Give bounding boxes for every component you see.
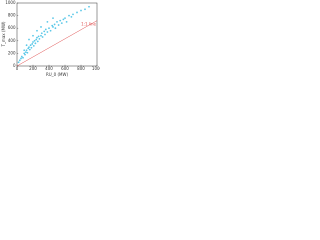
point bbox=[23, 49, 26, 52]
point bbox=[46, 31, 49, 33]
point bbox=[57, 24, 60, 26]
point bbox=[46, 21, 49, 23]
plot-frame bbox=[16, 2, 98, 67]
y-axis-label: T_max (MW) bbox=[1, 21, 6, 47]
point bbox=[59, 19, 62, 22]
point bbox=[34, 42, 37, 45]
x-tick-label: 800 bbox=[77, 66, 85, 71]
point bbox=[60, 22, 63, 25]
point bbox=[28, 48, 31, 51]
point bbox=[52, 26, 54, 28]
line-label: 1:1 line bbox=[81, 22, 96, 27]
point bbox=[41, 36, 44, 38]
point bbox=[38, 38, 41, 40]
point bbox=[32, 34, 34, 37]
reference-line bbox=[16, 20, 98, 67]
point bbox=[32, 41, 34, 43]
y-tick-label: 800 bbox=[8, 13, 16, 18]
y-tick-label: 0 bbox=[13, 63, 16, 68]
point bbox=[84, 8, 86, 11]
point bbox=[53, 23, 56, 26]
point bbox=[35, 38, 38, 41]
x-axis-label: RU_0 (MW) bbox=[46, 72, 68, 77]
y-tick-label: 200 bbox=[8, 50, 16, 55]
point bbox=[31, 43, 34, 45]
point bbox=[20, 57, 22, 60]
point bbox=[25, 44, 28, 47]
point bbox=[28, 46, 30, 48]
point bbox=[17, 61, 20, 64]
point bbox=[88, 5, 90, 8]
y-tick-label: 400 bbox=[8, 38, 16, 43]
point bbox=[20, 55, 23, 58]
point bbox=[22, 56, 24, 59]
point bbox=[65, 21, 68, 23]
point bbox=[43, 30, 46, 33]
point bbox=[40, 34, 42, 37]
point bbox=[72, 13, 74, 16]
point bbox=[30, 46, 33, 49]
point bbox=[80, 9, 82, 12]
point bbox=[44, 28, 47, 31]
point bbox=[40, 32, 43, 35]
point bbox=[44, 33, 46, 36]
y-tick-label: 600 bbox=[8, 25, 16, 30]
point bbox=[36, 29, 38, 32]
point bbox=[49, 29, 52, 32]
point bbox=[54, 27, 57, 30]
x-tick-label: 1000 bbox=[92, 66, 100, 71]
point bbox=[24, 51, 27, 54]
y-tick-label: 1000 bbox=[5, 0, 16, 5]
point bbox=[32, 44, 35, 47]
point bbox=[18, 59, 21, 62]
point bbox=[36, 40, 39, 43]
point bbox=[36, 36, 38, 39]
point bbox=[48, 27, 50, 30]
point bbox=[56, 21, 58, 23]
point bbox=[24, 53, 26, 56]
x-tick-label: 200 bbox=[29, 66, 37, 71]
point bbox=[70, 15, 73, 18]
point bbox=[64, 17, 66, 20]
x-tick-label: 0 bbox=[16, 66, 19, 71]
point bbox=[40, 26, 42, 28]
point bbox=[76, 11, 78, 14]
point bbox=[37, 35, 40, 38]
point bbox=[26, 51, 29, 54]
point bbox=[25, 49, 28, 52]
x-tick-label: 600 bbox=[61, 66, 69, 71]
x-tick-label: 400 bbox=[45, 66, 53, 71]
point bbox=[33, 39, 36, 42]
point bbox=[52, 17, 54, 20]
point bbox=[28, 38, 30, 41]
point bbox=[68, 14, 70, 17]
point bbox=[62, 18, 65, 21]
point bbox=[29, 44, 32, 47]
